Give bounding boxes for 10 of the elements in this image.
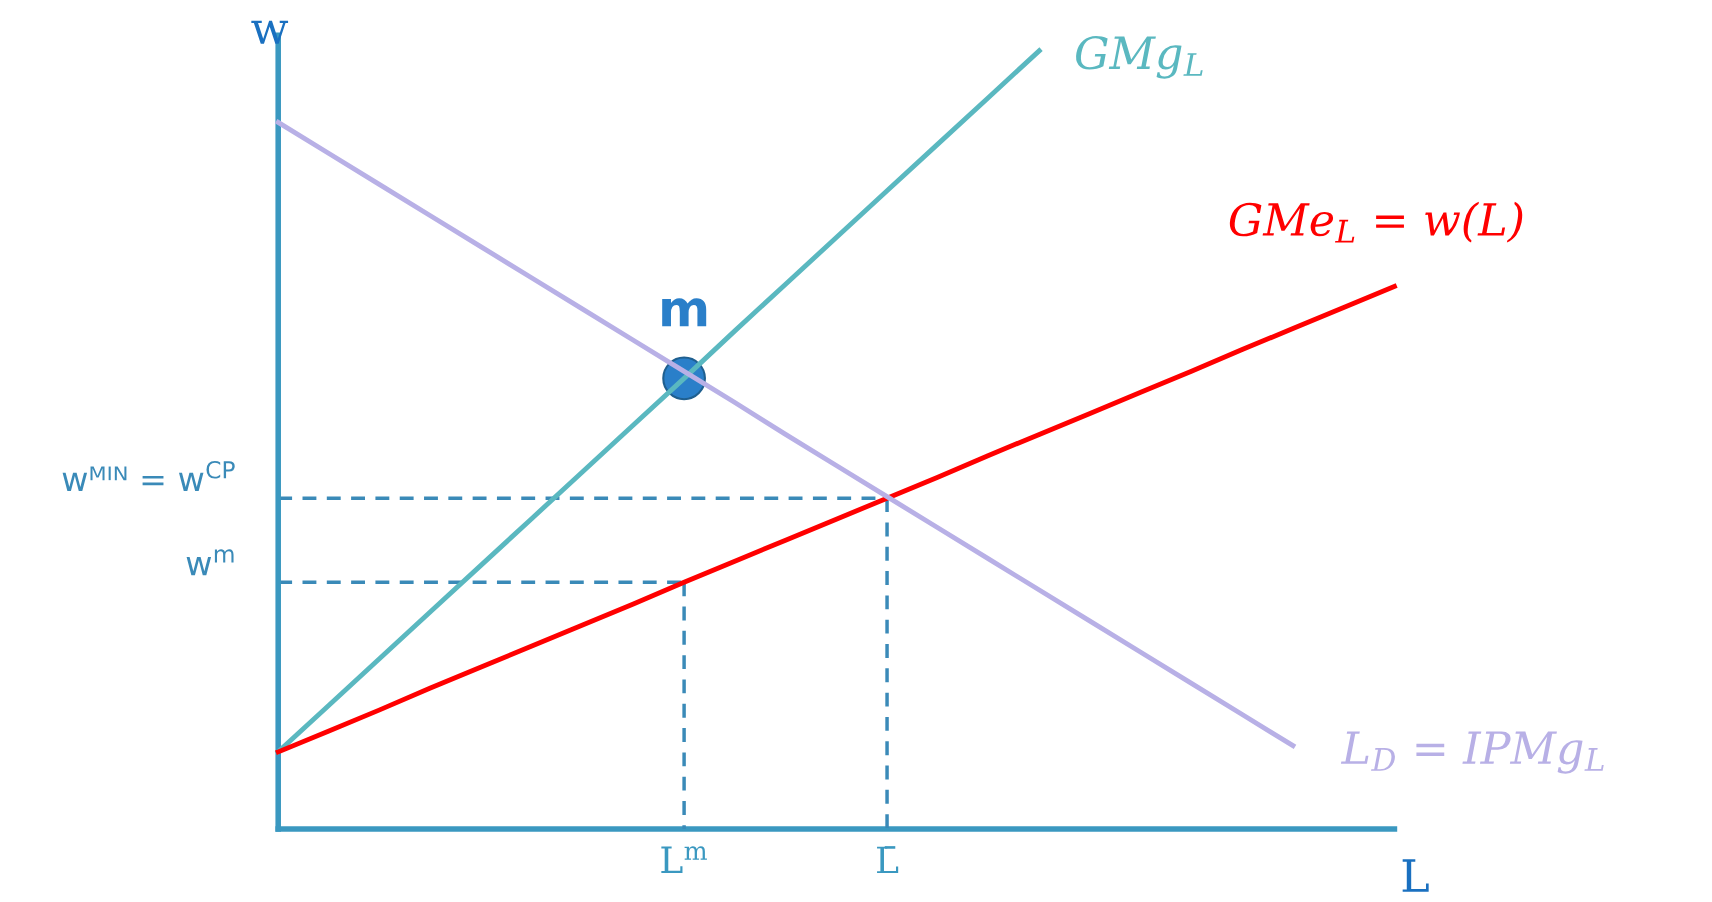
series-label: w$^{m}$ <box>186 549 234 576</box>
series-label: GMe$_{L}$ = w(L) <box>1229 201 1523 243</box>
x-tick-label: L̄ <box>877 846 899 874</box>
series-label: wᴹᴵᴺ = w$^{CP}$ <box>62 460 235 492</box>
x-tick-label: L$^{m}$ <box>661 846 707 873</box>
annotation: m <box>662 298 707 327</box>
series-label: L$_{D}$ = IPMg$_{L}$ <box>1340 731 1604 774</box>
y-axis-title: w <box>251 20 289 44</box>
series-label: GMg$_{L}$ <box>1076 35 1203 79</box>
x-axis-title: L <box>1402 859 1429 892</box>
